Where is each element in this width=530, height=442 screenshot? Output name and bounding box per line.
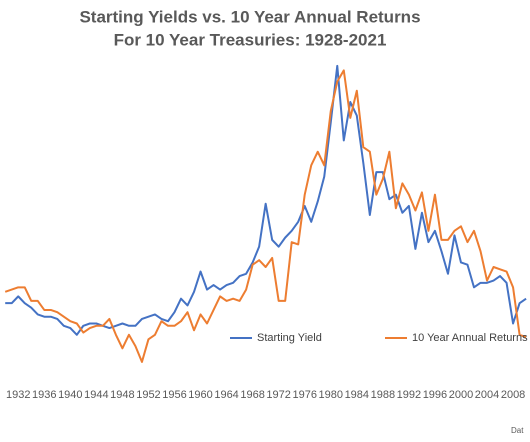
x-tick-label: 1936 (32, 389, 56, 401)
series-line (4, 69, 527, 363)
x-tick-label: 1988 (371, 389, 395, 401)
x-tick-label: 1956 (162, 389, 186, 401)
x-tick-label: 1948 (110, 389, 134, 401)
x-tick-label: 1932 (6, 389, 30, 401)
x-tick-label: 2004 (475, 389, 499, 401)
chart-subtitle: For 10 Year Treasuries: 1928-2021 (114, 30, 387, 49)
legend-label: Starting Yield (257, 332, 322, 344)
x-tick-label: 1944 (84, 389, 108, 401)
x-tick-label: 2000 (449, 389, 473, 401)
x-tick-label: 1964 (214, 389, 238, 401)
x-tick-label: 1968 (240, 389, 264, 401)
x-tick-label: 1972 (266, 389, 290, 401)
legend-label: 10 Year Annual Returns (412, 332, 528, 344)
x-tick-label: 1984 (345, 389, 369, 401)
x-tick-label: 1980 (319, 389, 343, 401)
x-tick-label: 1960 (188, 389, 212, 401)
chart-title: Starting Yields vs. 10 Year Annual Retur… (79, 7, 420, 26)
x-tick-label: 1952 (136, 389, 160, 401)
x-tick-label: 2008 (501, 389, 525, 401)
series-line (5, 64, 527, 336)
x-tick-label: 1976 (292, 389, 316, 401)
x-tick-label: 1992 (397, 389, 421, 401)
source-note: Dat (511, 426, 524, 435)
x-tick-label: 1940 (58, 389, 82, 401)
x-tick-label: 1996 (423, 389, 447, 401)
